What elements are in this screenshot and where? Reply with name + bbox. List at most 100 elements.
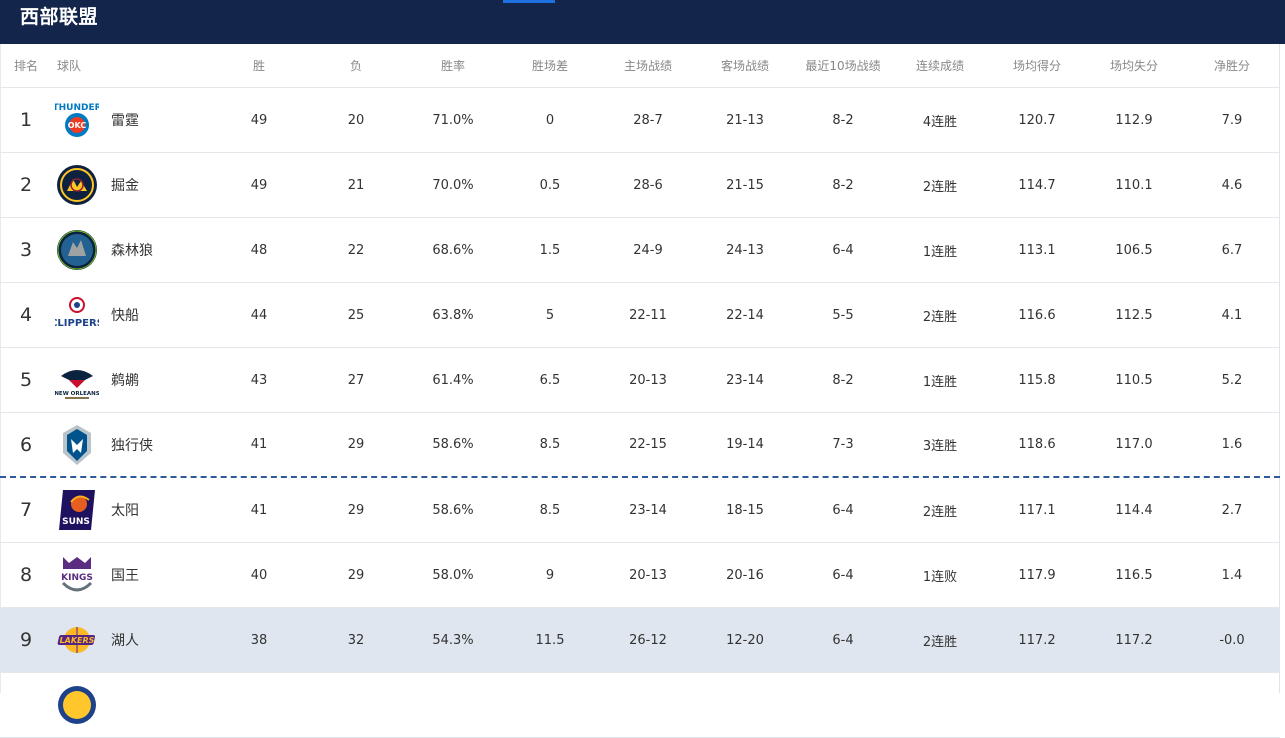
col-opp-ppg-header[interactable]: 场均失分 xyxy=(1109,59,1158,73)
away-cell: 22-14 xyxy=(726,307,764,323)
rank-cell: 1 xyxy=(19,109,33,131)
team-name[interactable]: 掘金 xyxy=(111,178,139,194)
col-diff-header[interactable]: 净胜分 xyxy=(1213,59,1250,73)
ppg-cell: 117.1 xyxy=(1018,502,1056,518)
col-streak-header[interactable]: 连续成绩 xyxy=(915,59,964,73)
table-row[interactable]: 3 森林狼 48 22 68.6% 1.5 24-9 24-13 6-4 1连胜 113.1 10… xyxy=(0,218,1280,283)
rank-cell xyxy=(8,673,44,737)
diff-cell: 4.1 xyxy=(1221,307,1243,323)
team-cell[interactable]: 掘金 xyxy=(55,153,245,217)
rank-cell: 6 xyxy=(19,433,33,456)
team-name[interactable]: 鹈鹕 xyxy=(111,373,139,389)
ppg-cell: 117.9 xyxy=(1018,567,1056,583)
away-cell: 12-20 xyxy=(726,632,764,648)
col-pct-header[interactable]: 胜率 xyxy=(440,59,465,73)
pct-cell: 70.0% xyxy=(432,177,474,193)
wins-cell: 38 xyxy=(250,632,268,648)
diff-cell xyxy=(1192,673,1272,737)
team-cell[interactable]: 森林狼 xyxy=(55,218,245,282)
col-rank-header[interactable]: 排名 xyxy=(13,59,38,73)
gb-cell: 0 xyxy=(545,112,555,128)
svg-text:LAKERS: LAKERS xyxy=(60,636,95,645)
diff-cell: 1.4 xyxy=(1221,567,1243,583)
rank-cell: 3 xyxy=(19,239,33,261)
warriors-logo[interactable] xyxy=(55,683,99,727)
diff-cell: 2.7 xyxy=(1221,502,1243,518)
pelicans-logo[interactable]: NEW ORLEANS xyxy=(55,358,99,402)
rank-cell: 7 xyxy=(19,499,33,521)
team-name[interactable]: 独行侠 xyxy=(111,437,153,454)
ppg-cell: 118.6 xyxy=(1018,437,1056,452)
col-wins-header[interactable]: 胜 xyxy=(252,59,265,73)
thunder-logo[interactable]: THUNDER OKC xyxy=(55,98,99,142)
table-row[interactable]: 4 CLIPPERS 快船 44 25 63.8% 5 22-11 22-14 5-5 2连胜… xyxy=(0,283,1280,348)
mavericks-logo[interactable] xyxy=(55,423,99,467)
home-cell: 28-6 xyxy=(633,177,663,193)
gb-cell: 0.5 xyxy=(539,177,561,193)
table-row[interactable]: 6 独行侠 41 29 58.6% 8.5 22-15 19-14 7-3 3连胜 118.6 1… xyxy=(0,413,1280,478)
conference-title: 西部联盟 xyxy=(20,6,99,28)
team-cell[interactable]: 独行侠 xyxy=(55,413,245,476)
team-cell[interactable]: CLIPPERS 快船 xyxy=(55,283,245,347)
team-cell[interactable]: SUNS 太阳 xyxy=(55,478,245,542)
opp-ppg-cell: 117.0 xyxy=(1115,437,1153,452)
suns-logo[interactable]: SUNS xyxy=(55,488,99,532)
nuggets-logo[interactable] xyxy=(55,163,99,207)
opp-ppg-cell xyxy=(1094,673,1174,737)
opp-ppg-cell: 106.5 xyxy=(1115,242,1153,258)
ppg-cell xyxy=(997,673,1077,737)
table-row[interactable]: 9 LAKERS 湖人 38 32 54.3% 11.5 26-12 12-20 6-4 2连… xyxy=(0,608,1280,673)
team-name[interactable]: 快船 xyxy=(111,308,139,324)
table-row[interactable]: 7 SUNS 太阳 41 29 58.6% 8.5 23-14 18-15 6-4 2连胜 11… xyxy=(0,478,1280,543)
team-name[interactable]: 森林狼 xyxy=(111,243,153,259)
gb-cell: 11.5 xyxy=(535,632,565,648)
losses-cell: 22 xyxy=(347,242,365,258)
streak-cell: 2连胜 xyxy=(922,634,958,650)
last10-cell: 5-5 xyxy=(832,307,854,323)
losses-cell: 29 xyxy=(347,502,365,518)
team-cell[interactable] xyxy=(55,673,245,737)
col-away-header[interactable]: 客场战绩 xyxy=(720,59,769,73)
losses-cell: 25 xyxy=(347,307,365,323)
svg-text:THUNDER: THUNDER xyxy=(55,103,99,113)
team-name[interactable]: 雷霆 xyxy=(111,113,139,129)
table-row[interactable]: 5 NEW ORLEANS 鹈鹕 43 27 61.4% 6.5 20-13 23-14 8… xyxy=(0,348,1280,413)
team-cell[interactable]: NEW ORLEANS 鹈鹕 xyxy=(55,348,245,412)
table-row[interactable]: 1 THUNDER OKC 雷霆 49 20 71.0% 0 28-7 21-13 8-2 4连… xyxy=(0,88,1280,153)
kings-logo[interactable]: KINGS xyxy=(55,553,99,597)
table-row[interactable] xyxy=(0,673,1280,738)
table-row[interactable]: 8 KINGS 国王 40 29 58.0% 9 20-13 20-16 6-4 1连败 117… xyxy=(0,543,1280,608)
wins-cell: 41 xyxy=(250,502,268,518)
last10-cell: 8-2 xyxy=(832,112,854,128)
away-cell: 19-14 xyxy=(726,437,764,452)
ppg-cell: 120.7 xyxy=(1018,112,1056,128)
col-team-header[interactable]: 球队 xyxy=(57,59,82,73)
clippers-logo[interactable]: CLIPPERS xyxy=(55,293,99,337)
lakers-logo[interactable]: LAKERS xyxy=(55,618,99,662)
frame-right-border xyxy=(1279,44,1280,693)
table-row[interactable]: 2 掘金 49 21 70.0% 0.5 28-6 21-15 8-2 2连胜 114.7 110… xyxy=(0,153,1280,218)
team-name[interactable]: 国王 xyxy=(111,568,139,584)
diff-cell: 5.2 xyxy=(1221,372,1243,388)
streak-cell: 1连胜 xyxy=(922,244,958,260)
col-ppg-header[interactable]: 场均得分 xyxy=(1012,59,1061,73)
team-cell[interactable]: THUNDER OKC 雷霆 xyxy=(55,88,245,152)
col-gb-header[interactable]: 胜场差 xyxy=(531,59,568,73)
diff-cell: 6.7 xyxy=(1221,242,1243,258)
away-cell xyxy=(705,673,785,737)
col-home-header[interactable]: 主场战绩 xyxy=(623,59,672,73)
losses-cell: 29 xyxy=(347,567,365,583)
timberwolves-logo[interactable] xyxy=(55,228,99,272)
losses-cell: 29 xyxy=(347,437,365,452)
gb-cell: 8.5 xyxy=(539,437,561,452)
opp-ppg-cell: 117.2 xyxy=(1115,632,1153,648)
col-last10-header[interactable]: 最近10场战绩 xyxy=(805,59,881,73)
gb-cell: 9 xyxy=(545,567,555,583)
team-cell[interactable]: KINGS 国王 xyxy=(55,543,245,607)
pct-cell: 58.0% xyxy=(432,567,474,583)
team-name[interactable]: 太阳 xyxy=(111,503,139,519)
col-losses-header[interactable]: 负 xyxy=(349,59,362,73)
team-name[interactable]: 湖人 xyxy=(111,633,139,649)
team-cell[interactable]: LAKERS 湖人 xyxy=(55,608,245,672)
ppg-cell: 116.6 xyxy=(1018,307,1056,323)
